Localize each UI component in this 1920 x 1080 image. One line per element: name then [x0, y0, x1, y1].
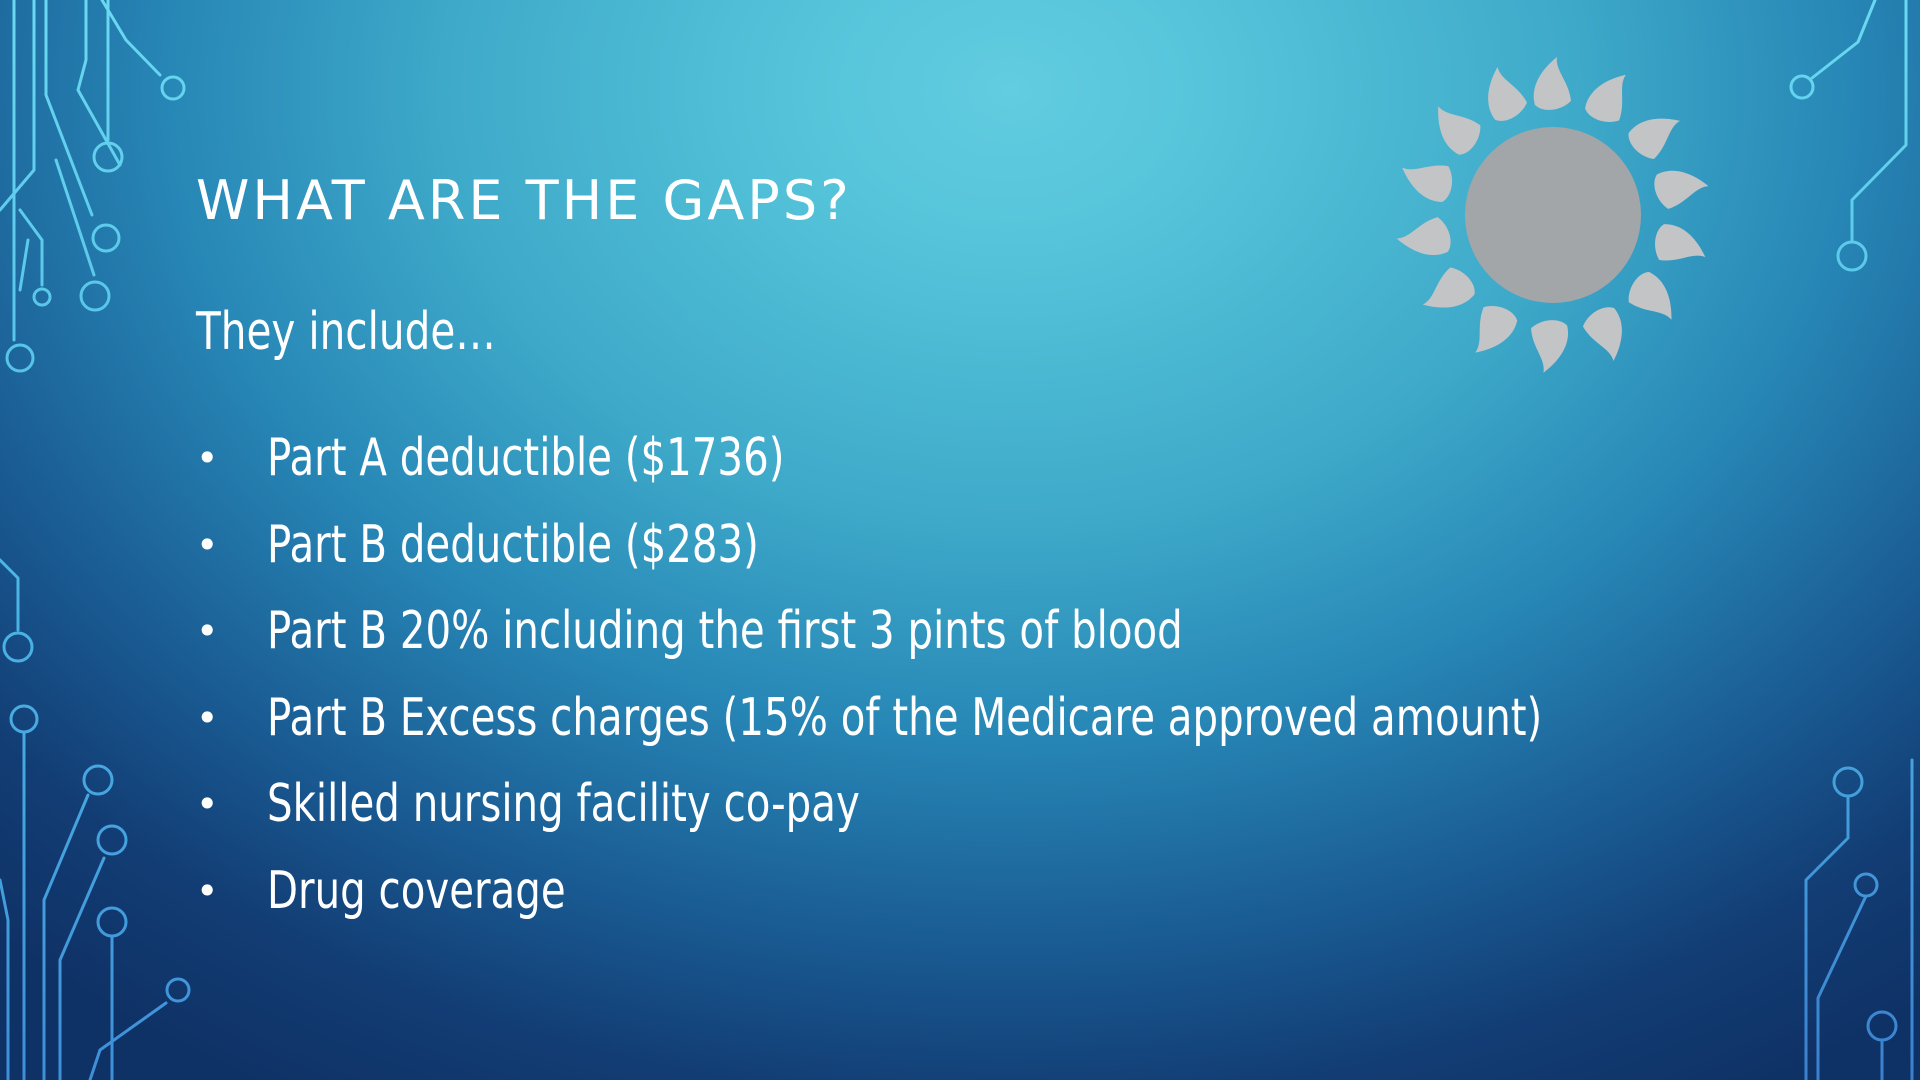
bullet-text: Skilled nursing facility co-pay	[267, 774, 860, 834]
list-item: • Part B deductible ($283)	[196, 519, 1913, 606]
bullet-marker: •	[196, 522, 219, 567]
sun-icon	[1396, 57, 1709, 373]
list-item: • Drug coverage	[196, 865, 1913, 952]
bullet-marker: •	[196, 868, 219, 913]
bullet-marker: •	[196, 436, 219, 480]
bullet-marker: •	[196, 609, 219, 653]
bullet-text: Drug coverage	[267, 860, 566, 921]
bullet-marker: •	[196, 782, 219, 826]
bullet-text: Part A deductible ($1736)	[267, 428, 785, 488]
bullet-text: Part B Excess charges (15% of the Medica…	[267, 687, 1543, 748]
bullet-list: • Part A deductible ($1736) • Part B ded…	[196, 432, 1913, 951]
list-item: • Part B Excess charges (15% of the Medi…	[196, 692, 1913, 779]
bullet-text: Part B 20% including the first 3 pints o…	[267, 601, 1183, 661]
bullet-marker: •	[196, 695, 219, 740]
list-item: • Part B 20% including the first 3 pints…	[196, 605, 1913, 692]
list-item: • Skilled nursing facility co-pay	[196, 778, 1913, 865]
list-item: • Part A deductible ($1736)	[196, 432, 1913, 519]
bullet-text: Part B deductible ($283)	[267, 514, 759, 575]
slide-title: WHAT ARE THE GAPS?	[196, 169, 852, 232]
slide-subtitle: They include…	[196, 302, 496, 362]
